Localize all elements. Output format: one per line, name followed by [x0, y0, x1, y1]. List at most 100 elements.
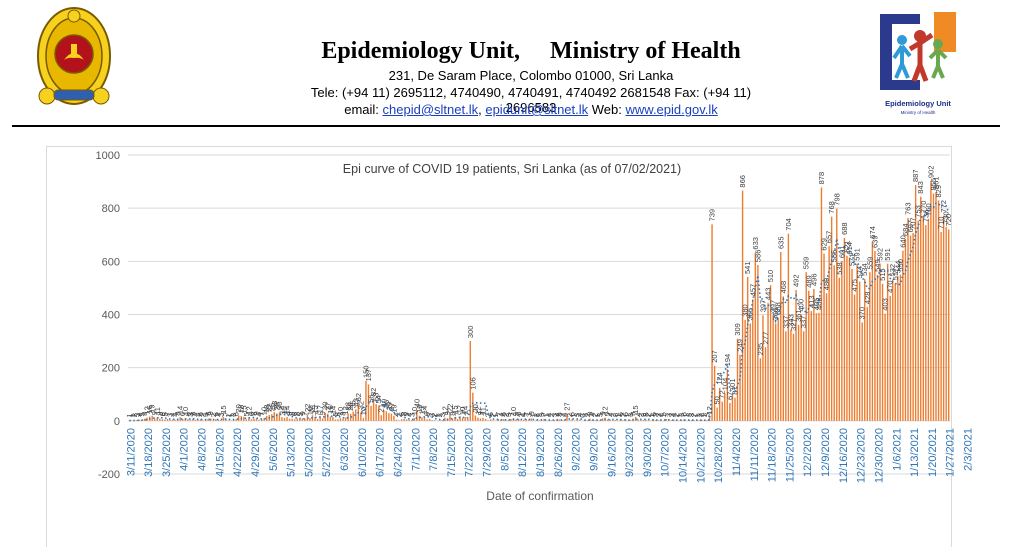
letterhead: Epidemiology Unit, Ministry of Health 23… [0, 0, 1012, 128]
data-label: 63 [372, 393, 381, 401]
data-label: 36 [382, 400, 391, 408]
data-label: 707 [909, 217, 918, 230]
phone-line: Tele: (+94 11) 2695112, 4740490, 4740491… [310, 85, 752, 115]
data-label: 517 [891, 268, 900, 281]
bar [848, 257, 851, 421]
data-label: 7 [494, 412, 503, 416]
bar [774, 323, 777, 421]
data-label: 388 [774, 302, 783, 315]
bar [202, 420, 204, 421]
data-label: 12 [341, 406, 350, 414]
data-label: 14 [278, 406, 287, 414]
data-label: 843 [916, 181, 925, 194]
bar [293, 419, 296, 421]
bar [411, 420, 413, 421]
bar [917, 220, 919, 421]
bar [752, 299, 754, 421]
y-tick-label: 600 [102, 256, 120, 268]
bar [889, 295, 891, 421]
data-label: 4 [194, 413, 203, 417]
data-label: 3 [438, 413, 447, 417]
bar [383, 410, 385, 421]
x-tick-label: 8/5/2020 [499, 428, 511, 471]
data-label: 4 [392, 413, 401, 417]
email-link-chepid[interactable]: chepid@sltnet.lk [382, 102, 479, 117]
bar [400, 419, 403, 421]
data-label: 1 [613, 413, 622, 417]
data-label: 739 [708, 209, 717, 222]
data-label: 3 [573, 413, 582, 417]
bar [344, 417, 347, 421]
bar [489, 419, 492, 421]
bar [864, 278, 866, 421]
bar [321, 418, 324, 421]
bar [640, 420, 642, 421]
bar [464, 417, 466, 421]
bar [810, 311, 812, 421]
website-link[interactable]: www.epid.gov.lk [625, 102, 718, 117]
data-label: 405 [812, 298, 821, 311]
bar [927, 218, 930, 421]
chart-bars [128, 181, 950, 421]
bar [690, 420, 693, 421]
data-label: 7 [507, 412, 516, 416]
x-tick-label: 7/29/2020 [482, 428, 494, 477]
bar [418, 415, 421, 421]
email-link-epidunit[interactable]: epidunit@sltnet.lk [485, 102, 589, 117]
data-label: 1 [433, 413, 442, 417]
data-label: 6 [232, 412, 241, 416]
data-label: 3 [626, 413, 635, 417]
data-label: 4 [168, 413, 177, 417]
bar [337, 419, 339, 421]
data-label: 2 [619, 413, 628, 417]
data-label: 10 [359, 407, 368, 415]
bar [739, 354, 741, 421]
data-label: 8 [173, 412, 182, 416]
x-tick-label: 5/6/2020 [268, 428, 280, 471]
data-label: 397 [769, 300, 778, 313]
bar [797, 324, 800, 421]
bar [718, 387, 721, 421]
bar [576, 420, 578, 421]
data-label: 14 [461, 406, 470, 414]
data-label: 15 [451, 405, 460, 413]
data-label: 1 [529, 413, 538, 417]
bar [772, 315, 774, 421]
data-label: 106 [468, 377, 477, 390]
data-label: 361 [794, 309, 803, 322]
data-label: 1 [224, 413, 233, 417]
x-tick-label: 7/22/2020 [464, 428, 476, 477]
data-label: 772 [939, 200, 948, 213]
data-label: 534 [860, 263, 869, 276]
data-label: 4 [405, 413, 414, 417]
logo-caption: Epidemiology Unit [885, 99, 951, 108]
data-label: 8 [448, 412, 457, 416]
data-label: 300 [466, 326, 475, 339]
bar [693, 420, 695, 421]
bar [836, 208, 838, 421]
bar [701, 419, 703, 421]
data-label: 1 [570, 413, 579, 417]
data-label: 3 [580, 413, 589, 417]
bar [243, 416, 245, 421]
bar [215, 419, 217, 421]
bar [930, 181, 932, 421]
bar [451, 418, 454, 421]
data-label: 12 [143, 406, 152, 414]
data-label: 2 [484, 413, 493, 417]
bar [711, 224, 713, 421]
bar [426, 419, 428, 421]
x-tick-label: 3/25/2020 [161, 428, 173, 477]
data-label: 7 [163, 412, 172, 416]
bar [255, 418, 258, 421]
data-label: 2 [644, 413, 653, 417]
bar [851, 269, 853, 421]
x-tick-label: 9/16/2020 [606, 428, 618, 477]
bar [339, 418, 342, 421]
data-label: 32 [356, 401, 365, 409]
data-label: 8 [188, 412, 197, 416]
bar [614, 420, 617, 421]
data-label: 6 [178, 412, 187, 416]
data-label: 3 [703, 413, 712, 417]
data-label: 8 [629, 412, 638, 416]
